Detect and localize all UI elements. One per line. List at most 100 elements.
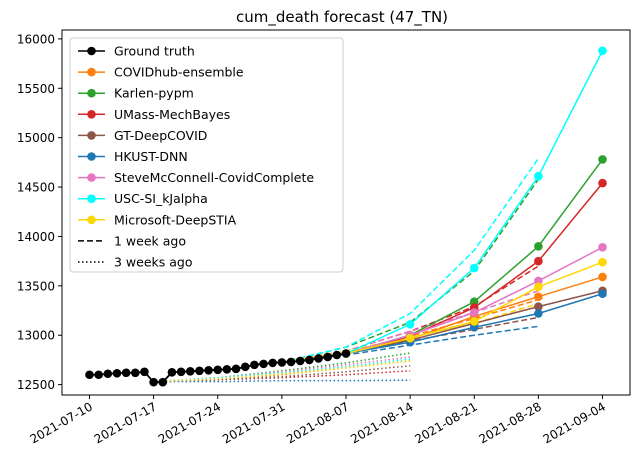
data-point <box>185 366 195 376</box>
legend-label: UMass-MechBayes <box>114 107 230 122</box>
legend-item: USC-SI_kJalpha <box>78 191 208 206</box>
legend-swatch-marker <box>87 215 96 225</box>
series-umass-mechbayes-dotted <box>153 370 411 383</box>
series-line <box>153 360 411 383</box>
x-tick-label: 2021-08-21 <box>412 399 479 446</box>
legend-item: HKUST-DNN <box>78 149 188 164</box>
data-point <box>332 350 342 360</box>
y-tick-label: 15500 <box>17 82 55 96</box>
data-point <box>598 46 607 56</box>
data-point <box>94 370 103 380</box>
y-tick-label: 13500 <box>17 279 55 293</box>
data-point <box>598 257 607 267</box>
x-tick-label: 2021-07-31 <box>220 399 287 446</box>
data-point <box>240 362 250 372</box>
y-tick-label: 15000 <box>17 131 55 145</box>
y-axis: 12500 13000 13500 14000 14500 15000 15500 16000 <box>17 32 62 392</box>
data-point <box>305 355 314 365</box>
data-point <box>112 368 122 378</box>
legend-label: Ground truth <box>114 44 195 59</box>
y-tick-label: 13000 <box>17 329 55 343</box>
data-point <box>534 309 543 318</box>
series-karlen-pypm-dashed <box>281 178 540 364</box>
legend-item: SteveMcConnell-CovidComplete <box>78 170 314 185</box>
data-point <box>222 365 232 374</box>
series-karlen-pypm-dotted <box>153 352 411 383</box>
y-tick-label: 16000 <box>17 32 55 46</box>
series-line <box>281 157 540 364</box>
x-tick-label: 2021-07-10 <box>28 399 95 446</box>
data-point <box>167 367 177 377</box>
x-tick-label: 2021-07-24 <box>156 399 223 446</box>
legend-swatch-marker <box>87 46 96 56</box>
series-stevemcconnell-covidcomplete-dotted <box>153 356 411 383</box>
data-point <box>405 333 415 343</box>
data-point <box>534 302 543 311</box>
legend-label: Microsoft-DeepSTIA <box>114 212 237 227</box>
legend-swatch-marker <box>87 194 96 203</box>
legend-box <box>69 37 344 273</box>
series-covidhub-ensemble-dotted <box>153 360 411 383</box>
legend-item: UMass-MechBayes <box>78 107 230 122</box>
x-tick-label: 2021-08-07 <box>284 399 351 446</box>
data-point <box>85 370 94 380</box>
data-point <box>121 368 131 378</box>
legend-label: Karlen-pypm <box>114 86 194 101</box>
data-point <box>534 242 543 251</box>
data-point <box>130 368 140 378</box>
y-tick-label: 14500 <box>17 181 55 195</box>
data-point <box>314 354 323 363</box>
series-line <box>153 370 411 383</box>
data-point <box>469 263 479 273</box>
series-line <box>281 265 539 364</box>
legend-swatch-marker <box>87 67 96 77</box>
data-point <box>213 365 223 375</box>
series-line <box>153 360 411 383</box>
legend-item: 3 weeks ago <box>78 255 193 270</box>
legend-swatch-marker <box>87 131 96 140</box>
legend-swatch-marker <box>87 173 96 182</box>
legend-item: COVIDhub-ensemble <box>78 65 244 80</box>
series-line <box>153 352 411 383</box>
data-point <box>195 366 204 376</box>
data-point <box>469 317 479 326</box>
data-point <box>158 377 168 387</box>
legend-item: Ground truth <box>78 44 195 59</box>
data-point <box>341 349 351 358</box>
plot-frame <box>61 29 631 396</box>
data-point <box>323 352 332 362</box>
series-line <box>153 358 411 383</box>
y-tick-label: 12500 <box>17 378 55 392</box>
legend-label: 3 weeks ago <box>114 255 193 270</box>
data-point <box>534 276 543 286</box>
data-point <box>149 377 158 387</box>
data-point <box>534 171 543 181</box>
series-usc-si-kjalpha-solid <box>341 46 607 358</box>
data-point <box>598 289 607 299</box>
data-point <box>103 369 113 379</box>
legend-swatch-marker <box>87 88 96 98</box>
data-point <box>176 367 186 377</box>
data-point <box>534 282 543 292</box>
series-microsoft-deepstia-dotted <box>153 360 411 383</box>
x-tick-label: 2021-08-28 <box>476 399 543 446</box>
y-tick-label: 14000 <box>17 230 55 244</box>
x-tick-label: 2021-09-04 <box>541 399 608 446</box>
legend-label: COVIDhub-ensemble <box>114 65 244 80</box>
data-point <box>286 357 296 367</box>
data-point <box>598 272 607 282</box>
data-point <box>598 155 607 164</box>
legend-label: SteveMcConnell-CovidComplete <box>114 170 314 185</box>
legend-label: GT-DeepCOVID <box>114 128 207 143</box>
data-point <box>598 243 607 252</box>
series-gt-deepcovid-dotted <box>153 365 411 383</box>
data-point <box>268 358 278 368</box>
legend-item: 1 week ago <box>78 233 186 248</box>
data-point <box>598 178 607 188</box>
plot-area <box>85 46 607 387</box>
legend-swatch-marker <box>87 152 96 161</box>
legend-item: GT-DeepCOVID <box>78 128 207 143</box>
x-tick-label: 2021-08-14 <box>348 399 415 446</box>
series-hkust-dnn-dotted <box>153 379 411 383</box>
